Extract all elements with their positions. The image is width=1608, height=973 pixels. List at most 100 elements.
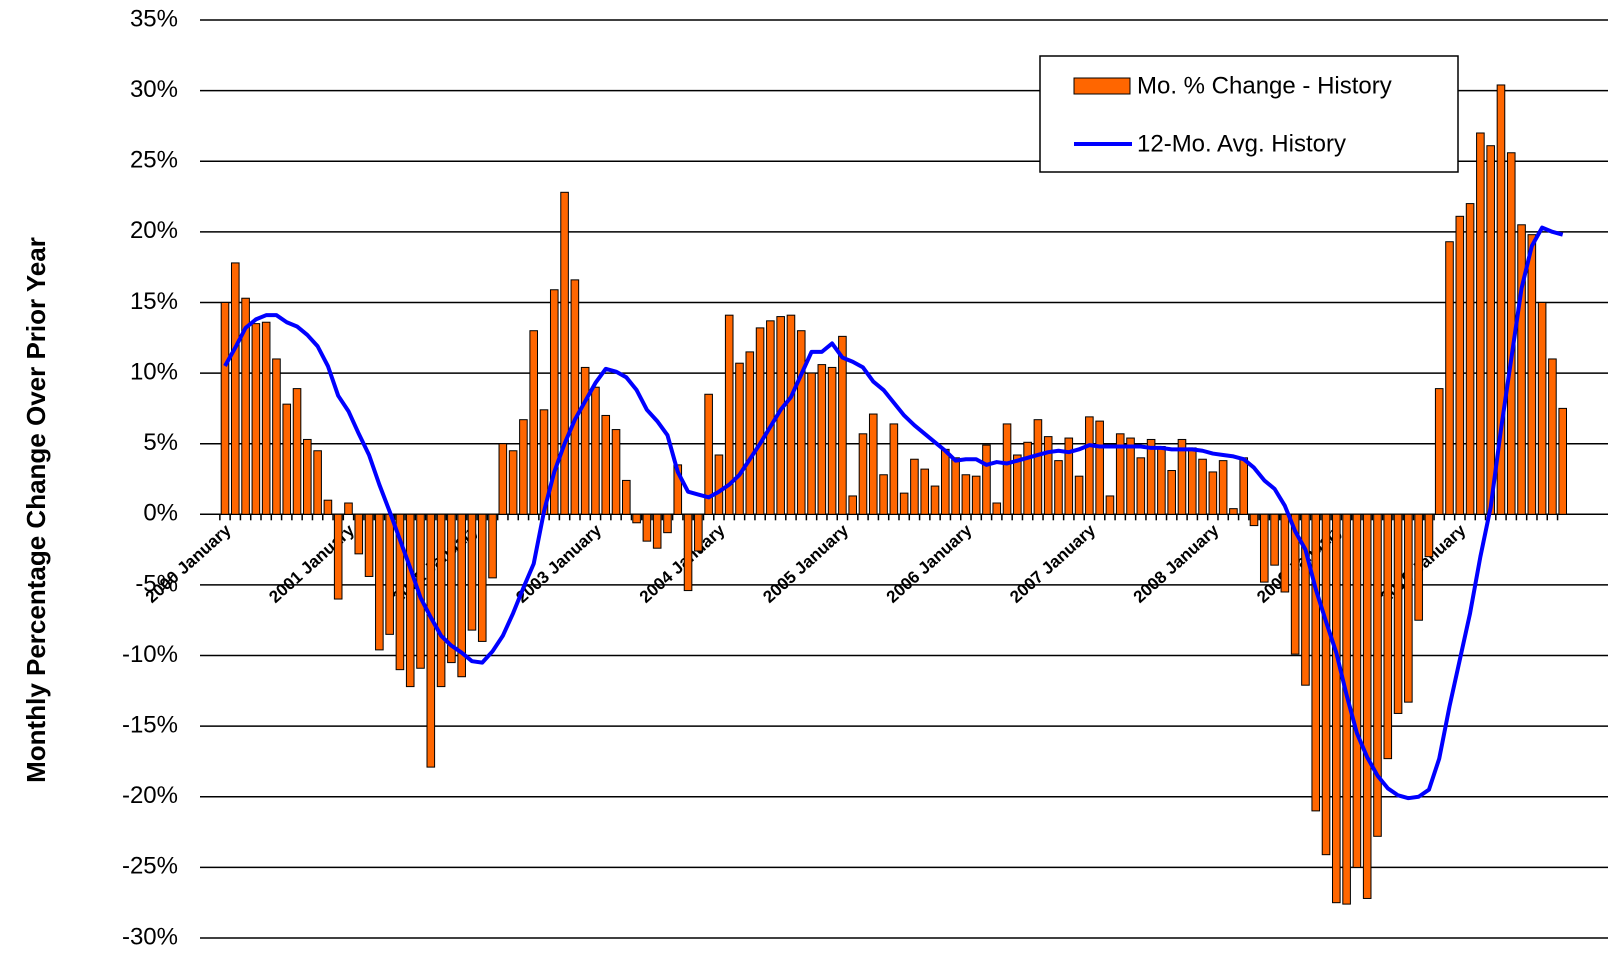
y-tick-label: 0% xyxy=(143,500,178,527)
bar xyxy=(858,433,868,515)
bar xyxy=(982,444,991,515)
bar xyxy=(1013,454,1022,515)
bar xyxy=(622,479,631,515)
bar xyxy=(1465,203,1475,515)
bar xyxy=(632,513,641,524)
bar xyxy=(220,301,230,515)
bar xyxy=(519,419,528,515)
y-tick-label: 15% xyxy=(130,288,178,315)
bar xyxy=(838,335,847,515)
bar xyxy=(1187,447,1197,515)
bar xyxy=(766,320,775,515)
bar xyxy=(910,458,919,515)
legend: Mo. % Change - History 12-Mo. Avg. Histor… xyxy=(1039,55,1459,173)
legend-label: Mo. % Change - History xyxy=(1137,72,1392,99)
bar xyxy=(1218,460,1228,515)
bar xyxy=(1239,457,1249,515)
bar xyxy=(951,457,960,515)
bar xyxy=(447,513,456,664)
bar xyxy=(251,323,261,515)
y-tick-label: 30% xyxy=(130,76,178,103)
bar xyxy=(1136,457,1146,515)
bar xyxy=(1311,513,1321,812)
bar xyxy=(1476,132,1485,515)
bar xyxy=(1362,513,1372,899)
bar xyxy=(580,366,590,515)
legend-box xyxy=(1039,55,1459,173)
bar xyxy=(1085,416,1094,515)
bar xyxy=(313,450,322,515)
bar xyxy=(344,502,353,515)
y-tick-label: -20% xyxy=(122,782,178,809)
bar xyxy=(611,429,621,515)
x-tick-label: 2006 January xyxy=(883,520,976,607)
bar xyxy=(899,492,909,515)
bar xyxy=(1074,475,1084,515)
line xyxy=(223,225,1564,801)
y-tick-label: 10% xyxy=(130,358,178,385)
bar xyxy=(272,358,281,515)
bar xyxy=(1229,508,1238,515)
bar xyxy=(663,513,672,534)
x-tick-label: 2005 January xyxy=(759,520,852,607)
bar xyxy=(1332,513,1341,904)
bar xyxy=(1558,407,1568,515)
y-tick-label: 5% xyxy=(143,429,178,456)
bar xyxy=(1054,460,1063,515)
legend-label: 12-Mo. Avg. History xyxy=(1137,130,1346,157)
bar xyxy=(1043,436,1053,515)
bar xyxy=(1290,513,1300,655)
bar xyxy=(745,351,755,515)
bar xyxy=(467,513,477,631)
bar xyxy=(992,502,1002,515)
bar xyxy=(1486,145,1495,515)
bar xyxy=(1414,513,1423,621)
bar xyxy=(323,499,333,515)
bar xyxy=(1033,419,1043,515)
bar xyxy=(652,513,662,549)
bar xyxy=(1548,358,1557,515)
bar xyxy=(796,330,806,515)
y-tick-label: -5% xyxy=(135,570,178,597)
bar xyxy=(1023,441,1032,515)
y-tick-label: -10% xyxy=(122,641,178,668)
bar xyxy=(1517,224,1526,515)
bar xyxy=(1393,513,1403,714)
bar xyxy=(1270,513,1279,566)
bar xyxy=(879,474,888,515)
bar xyxy=(303,438,312,515)
bar xyxy=(848,495,857,515)
bar xyxy=(1445,241,1454,515)
bar xyxy=(1280,513,1290,593)
bar xyxy=(529,330,539,515)
bar xyxy=(817,364,827,515)
bar xyxy=(1496,84,1506,515)
y-tick-label: 20% xyxy=(130,217,178,244)
bar xyxy=(683,513,693,592)
x-tick-label: 2003 January xyxy=(512,520,605,607)
bar xyxy=(1259,513,1269,583)
bar xyxy=(570,279,580,515)
bar xyxy=(591,386,600,515)
bar xyxy=(724,314,734,515)
bar xyxy=(961,474,971,515)
bar xyxy=(426,513,436,768)
bar xyxy=(1424,513,1434,558)
bar xyxy=(560,191,569,515)
bar xyxy=(704,393,713,515)
x-tick-label: 2001 January xyxy=(265,520,358,607)
y-tick-label: 25% xyxy=(130,147,178,174)
y-tick-label: -15% xyxy=(122,711,178,738)
bar xyxy=(1455,215,1465,515)
bar xyxy=(1115,433,1125,515)
bar xyxy=(1321,513,1331,856)
bar xyxy=(261,321,271,515)
bar xyxy=(364,513,374,577)
bar xyxy=(498,443,508,515)
bar xyxy=(1146,438,1156,515)
bar xyxy=(1301,513,1310,686)
bar xyxy=(1198,458,1207,515)
bar xyxy=(786,314,796,515)
x-tick-label: 2000 January xyxy=(142,520,235,607)
bar xyxy=(1105,495,1115,515)
